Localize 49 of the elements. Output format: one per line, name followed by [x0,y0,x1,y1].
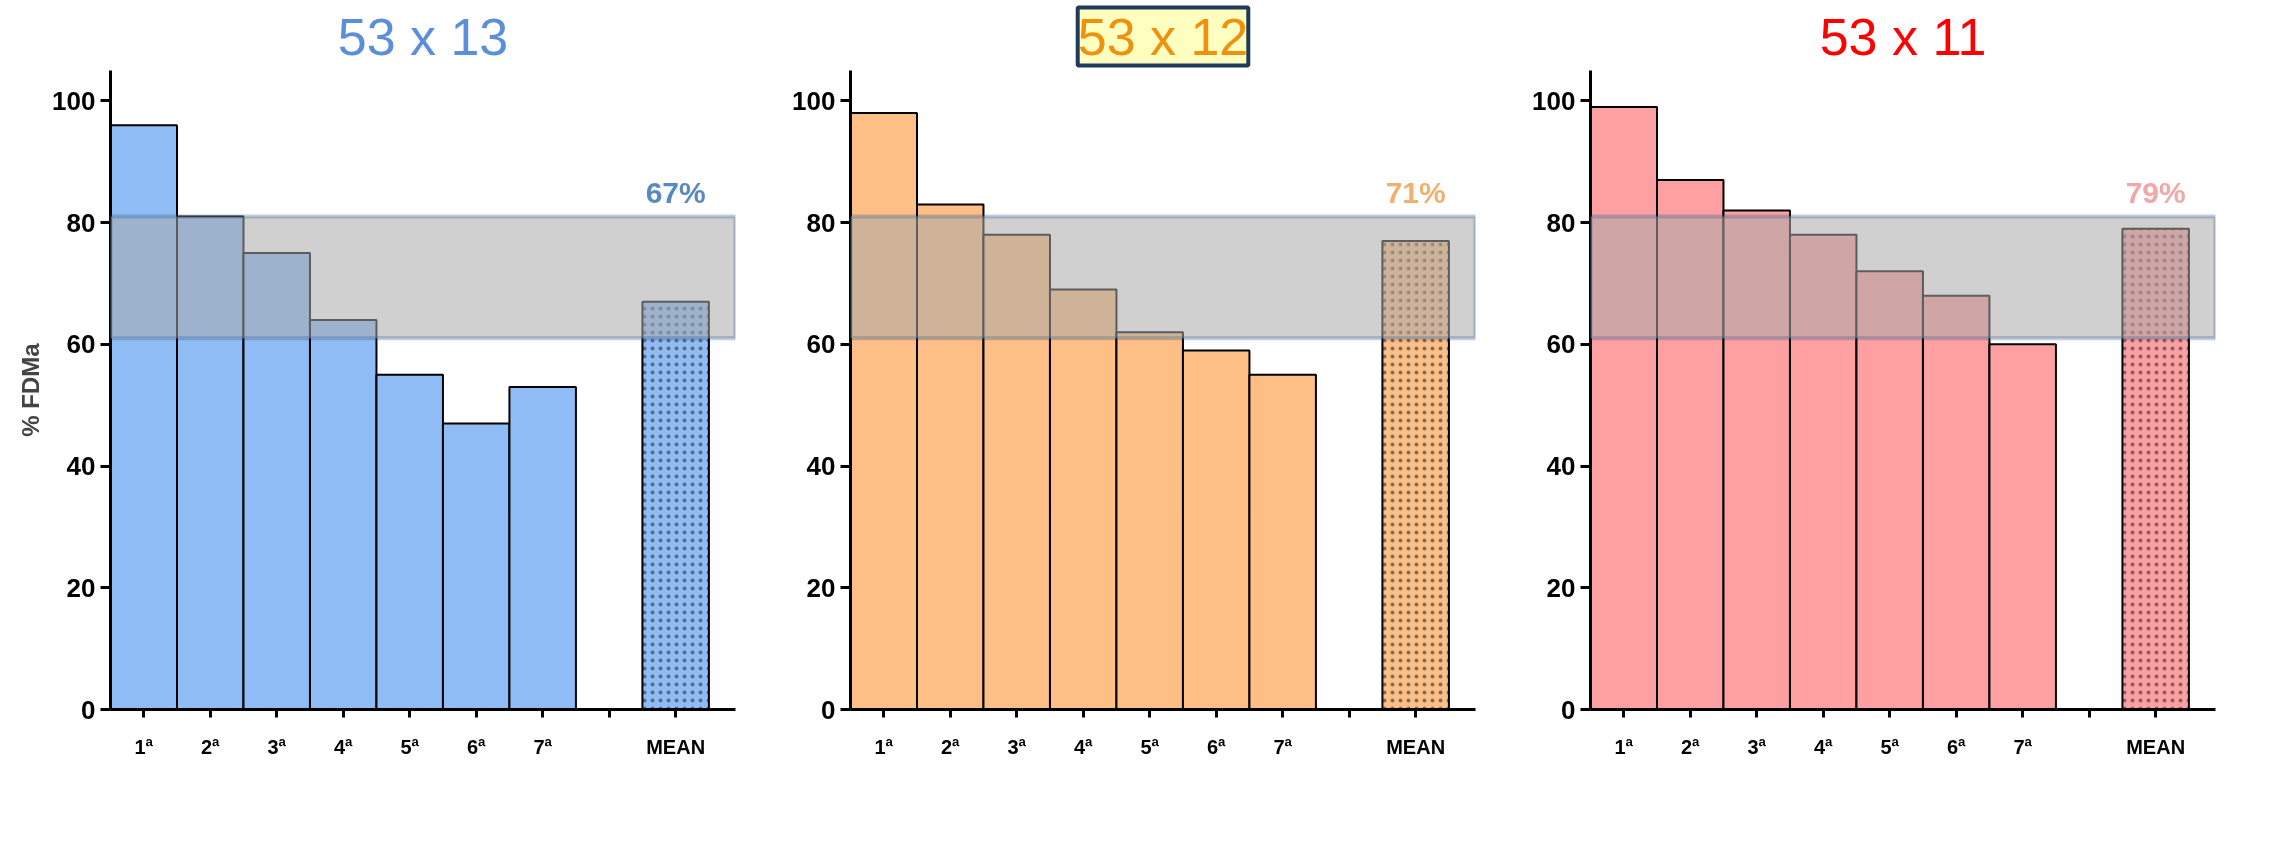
y-tick-label: 20 [66,572,96,603]
x-tick-label: MEAN [2126,735,2186,758]
y-tick-label: 100 [52,85,96,116]
x-tick-label: 4ª [333,735,354,758]
annotation: 67% [645,175,706,209]
x-tick-label: 3ª [1007,735,1027,758]
chart-title: 53 x 13 [337,7,509,66]
x-tick-label: 7ª [533,735,553,758]
y-tick-label: 20 [806,572,836,603]
x-tick-label: 6ª [1946,735,1967,758]
x-tick-label: 7ª [1273,735,1293,758]
annotation: 79% [2125,175,2186,209]
y-tick-label: 60 [66,329,96,360]
x-tick-label: 5ª [1140,735,1160,758]
y-tick-label: 100 [792,85,836,116]
y-tick-label: 20 [1546,572,1576,603]
y-tick-label: 40 [66,451,96,482]
x-tick-label: MEAN [1386,735,1446,758]
x-tick-label: 2ª [940,735,961,758]
chart-title: 53 x 12 [1077,7,1249,66]
x-tick-label: 1ª [874,735,894,758]
x-tick-label: 6ª [466,735,487,758]
x-tick-label: 6ª [1206,735,1227,758]
annotation: 71% [1385,175,1446,209]
y-tick-label: 40 [806,451,836,482]
x-tick-label: MEAN [646,735,706,758]
x-tick-label: 4ª [1813,735,1834,758]
y-tick-label: 80 [66,207,96,238]
y-tick-label: 60 [806,329,836,360]
y-tick-label: 80 [1546,207,1576,238]
x-tick-label: 1ª [1614,735,1634,758]
chart-title: 53 x 11 [1819,7,1987,66]
x-tick-label: 4ª [1073,735,1094,758]
x-tick-label: 2ª [200,735,221,758]
y-tick-label: 0 [821,694,836,725]
y-tick-label: 0 [81,694,96,725]
x-tick-label: 7ª [2013,735,2033,758]
x-tick-label: 5ª [400,735,420,758]
y-tick-label: 60 [1546,329,1576,360]
x-tick-label: 3ª [267,735,287,758]
y-axis-title: % FDMa [17,342,45,437]
y-tick-label: 40 [1546,451,1576,482]
x-tick-label: 2ª [1680,735,1701,758]
y-tick-label: 80 [806,207,836,238]
x-tick-label: 3ª [1747,735,1767,758]
x-tick-label: 1ª [134,735,154,758]
y-tick-label: 0 [1561,694,1576,725]
y-tick-label: 100 [1532,85,1576,116]
x-tick-label: 5ª [1880,735,1900,758]
